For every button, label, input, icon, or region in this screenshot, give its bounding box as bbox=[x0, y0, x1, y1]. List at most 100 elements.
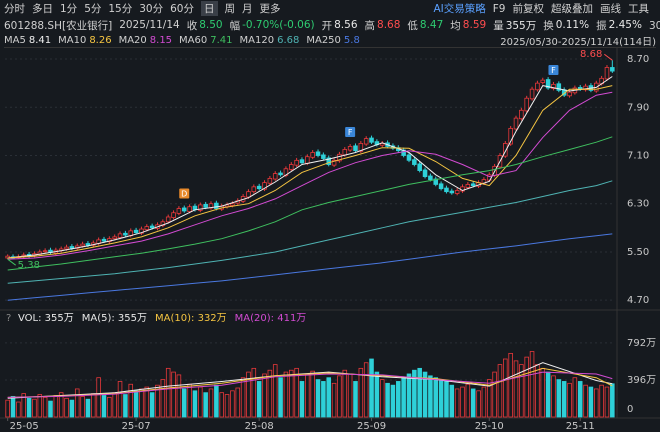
volume-bar bbox=[48, 400, 53, 418]
volume-bar bbox=[256, 381, 262, 418]
y-tick-label: 8.70 bbox=[627, 54, 649, 65]
marker-box bbox=[345, 127, 356, 138]
volume-bar bbox=[107, 396, 112, 418]
volume-bar bbox=[288, 369, 294, 418]
period-button[interactable]: 周 bbox=[224, 3, 236, 15]
annotation-label: 8.68 bbox=[580, 49, 602, 60]
marker-label: F bbox=[551, 66, 556, 75]
period-button[interactable]: 60分 bbox=[170, 3, 194, 15]
period-button[interactable]: 15分 bbox=[108, 3, 133, 15]
period-button[interactable]: 30分 bbox=[139, 3, 164, 15]
x-tick-label: 25-07 bbox=[122, 421, 151, 432]
volume-bar bbox=[299, 381, 305, 418]
tool-button[interactable]: 工具 bbox=[628, 3, 649, 15]
toolbar: 分时 多日 1分 5分 15分 30分 60分日周月更多 AI交易策略 F9 前复权 超级叠加 画线工… bbox=[4, 0, 656, 17]
candle-body bbox=[417, 163, 422, 171]
period-button[interactable]: 5分 bbox=[84, 3, 102, 15]
volume-bar bbox=[331, 382, 337, 418]
tool-button[interactable]: 画线 bbox=[600, 3, 621, 15]
candle-body bbox=[535, 82, 540, 91]
volume-bar bbox=[545, 371, 551, 418]
tool-button[interactable]: AI交易策略 bbox=[433, 3, 486, 15]
ma-name: MA60 bbox=[179, 34, 208, 46]
period-button[interactable]: 多日 bbox=[32, 3, 53, 15]
volume-bar bbox=[53, 395, 59, 418]
volume-bar bbox=[444, 381, 449, 418]
candle-body bbox=[321, 154, 326, 159]
volume-bar bbox=[101, 395, 107, 418]
volume-bar bbox=[128, 383, 134, 418]
volume-bar bbox=[321, 381, 326, 418]
volume-bar bbox=[465, 383, 471, 418]
period-button[interactable]: 更多 bbox=[259, 3, 281, 15]
volume-bar bbox=[230, 390, 235, 418]
volume-bar bbox=[342, 369, 348, 418]
candle-body bbox=[524, 97, 529, 112]
candle-body bbox=[465, 184, 471, 188]
volume-bar bbox=[149, 392, 155, 418]
volume-ma-line bbox=[7, 362, 613, 399]
tool-button[interactable]: F9 bbox=[492, 2, 506, 15]
period-button[interactable]: 分时 bbox=[4, 3, 25, 15]
candle-body bbox=[230, 203, 235, 206]
volume-bar bbox=[58, 392, 64, 418]
volume-tick-label: 792万 bbox=[627, 338, 656, 349]
x-tick-label: 25-05 bbox=[10, 421, 39, 432]
marker-label: D bbox=[181, 190, 187, 199]
volume-bar bbox=[572, 377, 578, 418]
volume-bar bbox=[64, 397, 69, 418]
volume-bar bbox=[406, 373, 412, 418]
candle-body bbox=[369, 137, 374, 143]
period-button[interactable]: 月 bbox=[242, 3, 253, 15]
period-button[interactable]: 日 bbox=[201, 1, 218, 16]
volume-bar bbox=[363, 362, 369, 418]
volume-bar bbox=[224, 394, 230, 418]
volume-bar bbox=[246, 371, 251, 418]
volume-bar bbox=[214, 384, 219, 418]
volume-bar bbox=[283, 371, 289, 418]
candle-body bbox=[406, 154, 412, 161]
volume-bar bbox=[577, 381, 583, 418]
volume-bar bbox=[417, 367, 422, 418]
volume-bar bbox=[486, 379, 492, 418]
candle-body bbox=[246, 191, 251, 198]
volume-bar bbox=[133, 390, 139, 418]
volume-bar bbox=[305, 373, 310, 418]
volume-bar bbox=[262, 373, 267, 418]
volume-bar bbox=[401, 377, 406, 418]
x-tick-label: 25-08 bbox=[245, 421, 274, 432]
volume-bar bbox=[74, 388, 80, 418]
field-value: 8.56 bbox=[334, 19, 358, 31]
y-tick-label: 4.70 bbox=[627, 295, 649, 306]
volume-bar bbox=[267, 369, 273, 418]
ma-legend: MA5 8.41 MA10 8.26 MA20 8.15 MA60 7.41 MA120 6.68… bbox=[4, 33, 656, 48]
ma-line bbox=[7, 233, 613, 301]
volume-legend: MA(20): 411万 bbox=[235, 313, 307, 324]
field-label: 高 bbox=[364, 19, 376, 32]
field-label: 开 bbox=[321, 19, 333, 32]
candle-body bbox=[5, 255, 10, 259]
volume-bar bbox=[513, 360, 519, 418]
candle-body bbox=[85, 243, 91, 246]
volume-bar bbox=[524, 356, 529, 418]
candle-body bbox=[294, 159, 299, 166]
tool-button[interactable]: 前复权 bbox=[512, 3, 545, 15]
ma-line bbox=[7, 85, 613, 259]
volume-bar bbox=[374, 371, 380, 418]
volume-bar bbox=[96, 377, 101, 418]
candle-body bbox=[203, 203, 208, 208]
volume-bar bbox=[5, 399, 10, 418]
candle-body bbox=[117, 233, 123, 238]
candle-body bbox=[305, 156, 310, 164]
volume-bar bbox=[203, 392, 208, 418]
tool-button[interactable]: 超级叠加 bbox=[551, 3, 593, 15]
ma-line bbox=[7, 76, 613, 259]
period-button[interactable]: 1分 bbox=[60, 3, 78, 15]
volume-bar bbox=[481, 386, 487, 418]
volume-bar bbox=[556, 379, 562, 418]
candle-body bbox=[379, 143, 385, 146]
annotation-label: 5.38 bbox=[18, 260, 40, 271]
volume-bar bbox=[369, 358, 374, 418]
ma-line bbox=[7, 91, 613, 260]
candle-body bbox=[262, 182, 267, 190]
